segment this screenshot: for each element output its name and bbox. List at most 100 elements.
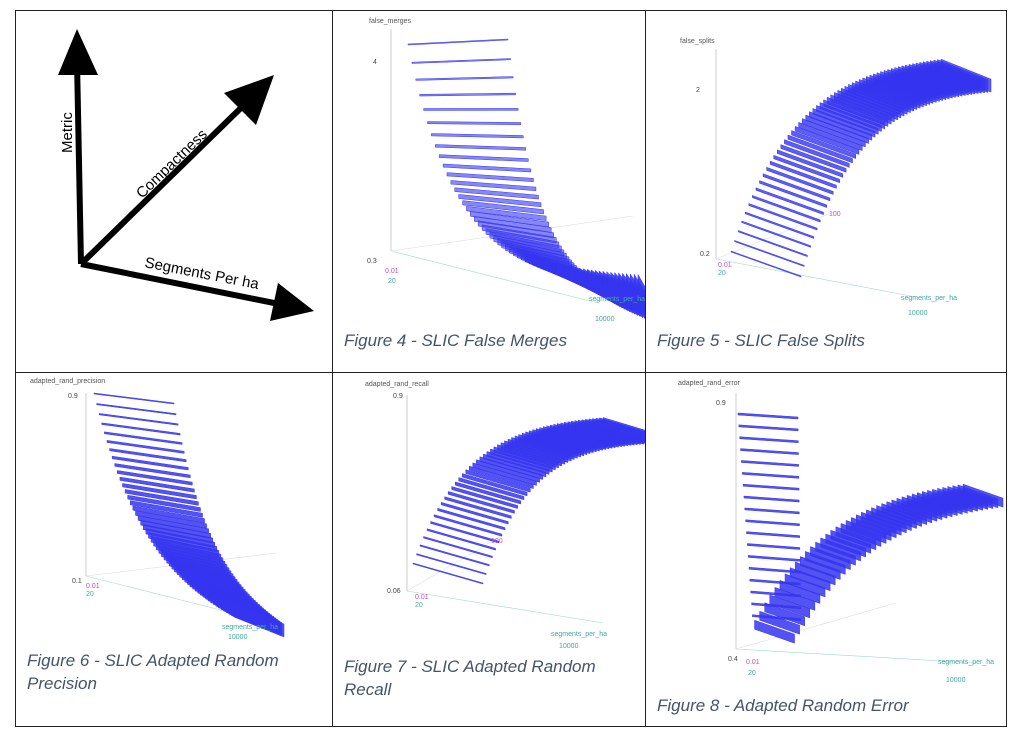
surface-strip [791, 130, 856, 159]
compactness-tick: 0.01 [385, 268, 399, 275]
surface-strip [741, 460, 799, 467]
surface-strip [444, 496, 512, 519]
compactness-tick: 0.01 [718, 262, 732, 269]
surface-strip [416, 553, 487, 576]
surface-strip [101, 422, 181, 436]
surface-strip [106, 440, 185, 454]
surface-strip [762, 173, 831, 202]
z-axis-label: adapted_rand_error [678, 380, 741, 387]
surface-strip [738, 424, 799, 432]
metric-arrowhead [58, 29, 98, 75]
figure-6-panel: adapted_rand_precision 0.9 0.1 0.01 20 s… [16, 373, 332, 727]
z-bottom-tick: 0.2 [700, 251, 710, 258]
surface-strip [784, 139, 850, 168]
x-axis-label: segments_per_ha [938, 659, 994, 666]
surface-strip [764, 602, 805, 627]
segments-start-tick: 20 [718, 270, 726, 277]
surface-strip [411, 58, 511, 64]
x-axis-label: segments_per_ha [222, 624, 278, 631]
segments-start-tick: 20 [86, 591, 94, 598]
z-top-tick: 0.9 [716, 400, 726, 407]
adapted-random-recall-surface-plot: adapted_rand_recall 0.9 0.06 0.01 20 100… [365, 381, 645, 650]
grid-divider [16, 372, 1006, 373]
surface-strip [748, 203, 818, 231]
z-axis-label: adapted_rand_precision [30, 378, 105, 385]
compactness-arrowhead [224, 75, 274, 125]
surface-strip [470, 211, 549, 228]
segments-end-tick: 10000 [559, 643, 579, 650]
surface-strips [93, 392, 285, 638]
surface-strip [431, 133, 524, 139]
surface-strip [780, 144, 847, 173]
surface-strip [109, 448, 187, 463]
segments-axis-arrow [80, 261, 285, 308]
surface-strip [93, 392, 175, 405]
surface-strip [740, 448, 799, 455]
z-top-tick: 2 [696, 87, 700, 94]
surface-strips [730, 58, 992, 278]
surface-strip [119, 476, 195, 493]
surface-strips [412, 417, 645, 585]
surface-strip [454, 481, 522, 505]
surface-strip [111, 455, 189, 471]
compactness-mid-tick: 100 [491, 538, 503, 545]
surface-strip [447, 491, 515, 514]
surface-strip [114, 463, 191, 479]
figure-8-panel: adapted_rand_error 0.9 0.4 0.01 20 segme… [646, 373, 1008, 727]
segments-end-tick: 10000 [595, 316, 615, 323]
adapted-random-precision-surface-plot: adapted_rand_precision 0.9 0.1 0.01 20 s… [30, 378, 285, 641]
surface-strip [737, 230, 808, 258]
z-top-tick: 4 [373, 59, 377, 66]
surface-strip [462, 200, 544, 215]
surface-strip [747, 543, 801, 550]
surface-strip [745, 519, 800, 527]
surface-strip [446, 172, 534, 183]
surface-strip [427, 121, 521, 125]
surface-strip [458, 194, 542, 208]
surface-strip [451, 486, 518, 509]
surface-strip [743, 495, 800, 503]
surface-strip [773, 154, 840, 184]
surface-strip [426, 528, 496, 551]
surface-strip [730, 250, 802, 278]
surface-strip [124, 489, 199, 506]
x-axis-label: segments_per_ha [901, 295, 957, 302]
compactness-tick: 0.01 [415, 594, 429, 601]
surface-strip [777, 149, 844, 178]
surface-strip [759, 180, 828, 208]
surface-strip [415, 76, 514, 81]
metric-label: Metric [59, 112, 76, 153]
segments-axis [390, 250, 599, 304]
figure-grid: Metric Compactness Segments Per ha false… [15, 10, 1007, 727]
surface-strip [454, 187, 539, 200]
segments-end-tick: 10000 [946, 677, 966, 684]
z-bottom-tick: 0.4 [728, 656, 738, 663]
z-top-tick: 0.9 [393, 393, 403, 400]
surface-strip [752, 195, 821, 223]
surface-strip [741, 472, 800, 479]
segments-axis [406, 590, 604, 624]
figure-6-caption: Figure 6 - SLIC Adapted Random Precision [27, 651, 279, 693]
compactness-axis [735, 602, 897, 650]
surface-strip [462, 473, 528, 497]
compactness-mid-tick: 100 [829, 211, 841, 218]
surface-strip [466, 205, 547, 221]
grid-divider [332, 11, 333, 726]
surface-strip [759, 610, 800, 635]
surface-strip [465, 469, 531, 493]
surface-strip [127, 494, 201, 512]
figure-8-caption: Figure 8 - Adapted Random Error [657, 696, 909, 715]
surface-strip [98, 413, 179, 426]
axes-legend-panel: Metric Compactness Segments Per ha [16, 11, 332, 372]
surface-strip [130, 500, 203, 518]
surface-strip [742, 483, 800, 491]
false-merges-surface-plot: false_merges 4 0.3 0.01 20 segments_per_… [367, 18, 645, 323]
surface-strip [433, 514, 503, 537]
figure-4-caption: Figure 4 - SLIC False Merges [344, 331, 567, 350]
compactness-label: Compactness [133, 126, 211, 202]
segments-start-tick: 20 [388, 278, 396, 285]
surface-strip [423, 108, 519, 111]
surface-strip [769, 160, 837, 189]
surface-strip [458, 477, 525, 501]
surface-strip [117, 470, 193, 486]
